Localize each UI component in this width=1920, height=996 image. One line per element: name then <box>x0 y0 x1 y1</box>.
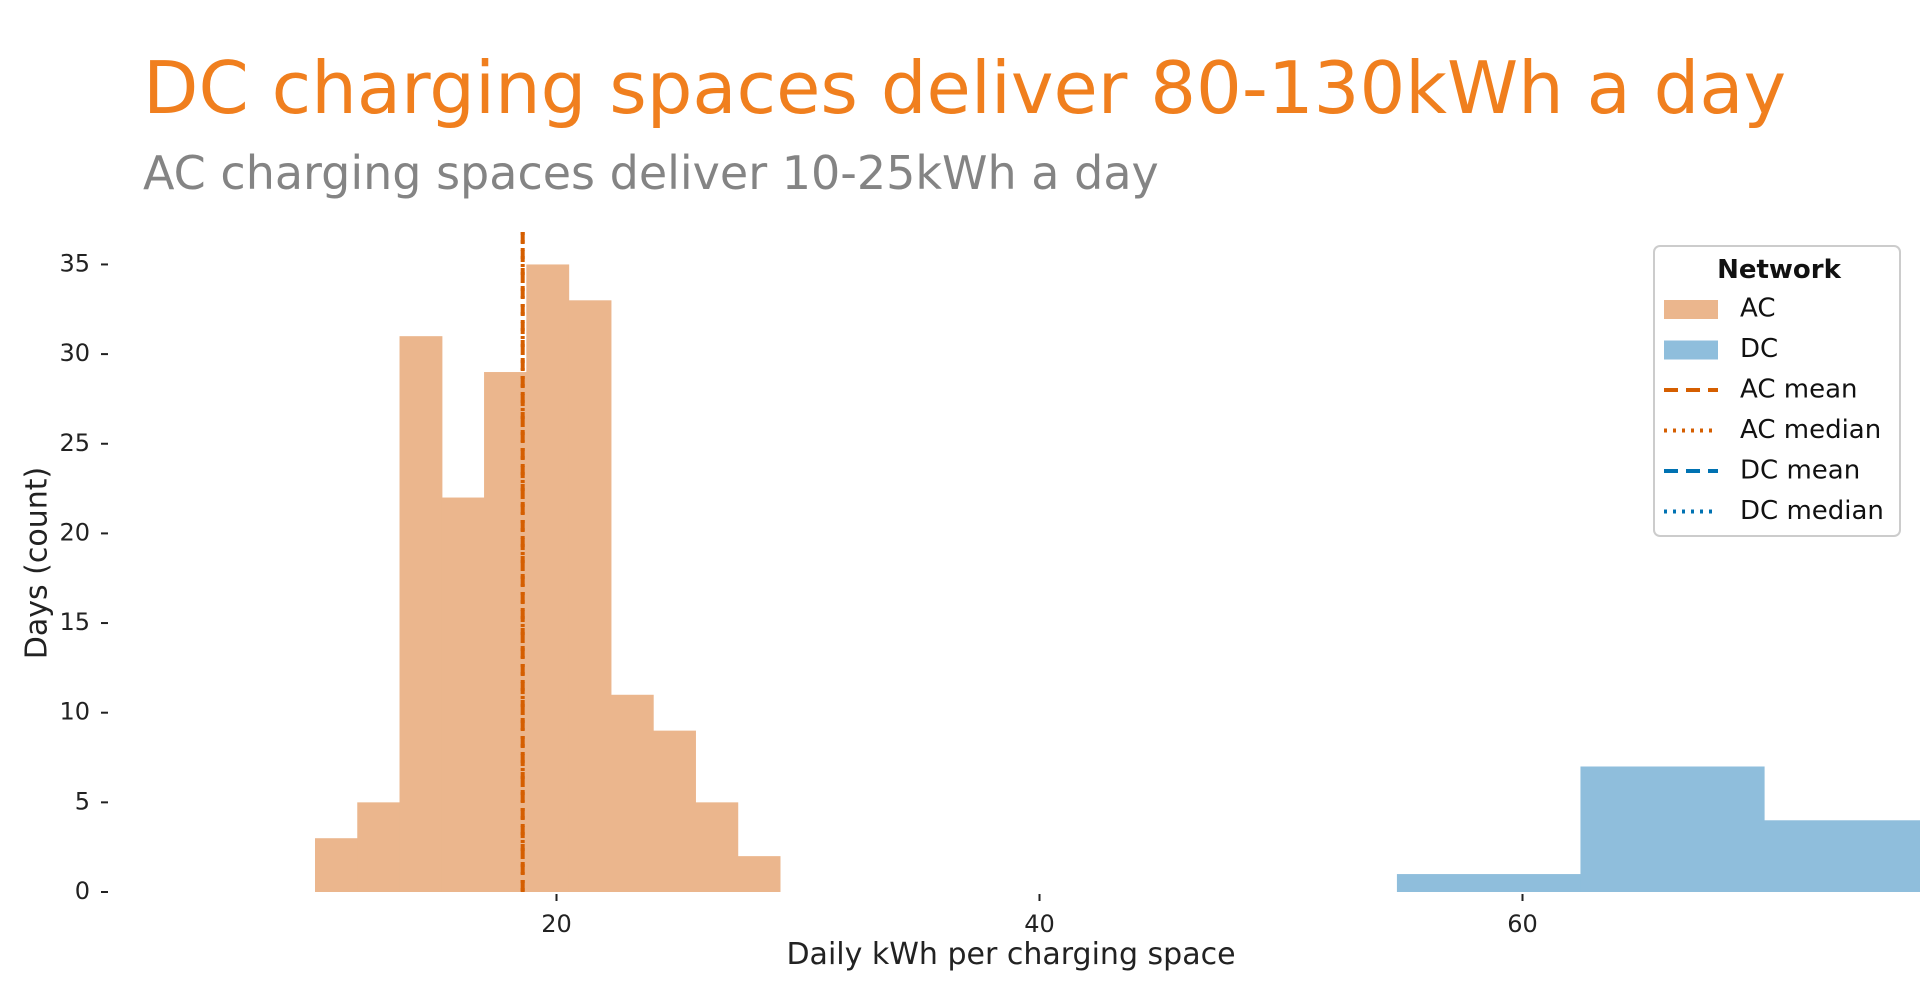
ac-bar <box>737 856 781 892</box>
y-tick-label: 25 <box>59 429 90 457</box>
y-tick-label: 30 <box>59 339 90 367</box>
x-tick-label: 40 <box>1024 910 1055 938</box>
x-axis-label: Daily kWh per charging space <box>786 937 1235 972</box>
dc-bar <box>1580 766 1765 892</box>
y-tick-label: 35 <box>59 249 90 277</box>
y-axis: 0 5 10 15 20 25 30 35 <box>59 249 108 905</box>
reference-lines <box>520 232 525 892</box>
legend-title: Network <box>1717 255 1842 285</box>
legend-label-ac-median: AC median <box>1740 415 1881 445</box>
ac-bar <box>610 694 654 892</box>
y-tick-label: 20 <box>59 518 90 546</box>
x-tick-label: 20 <box>541 910 572 938</box>
y-tick-label: 15 <box>59 608 90 636</box>
ac-bar <box>357 802 401 892</box>
dc-bar <box>1764 820 1920 892</box>
legend-label-dc-mean: DC mean <box>1740 456 1860 486</box>
ac-bar <box>695 802 739 892</box>
legend-label-ac-mean: AC mean <box>1740 375 1857 405</box>
chart-title: DC charging spaces deliver 80-130kWh a d… <box>143 46 1787 130</box>
legend-label-dc-median: DC median <box>1740 496 1884 526</box>
ac-bars <box>315 264 781 892</box>
dc-bar <box>1396 874 1582 892</box>
y-tick-label: 0 <box>75 877 90 905</box>
chart-subtitle: AC charging spaces deliver 10-25kWh a da… <box>143 146 1159 200</box>
ac-bar <box>399 336 443 892</box>
legend: Network AC DC AC mean AC median DC mean DC med… <box>1653 245 1901 537</box>
y-axis-label: Days (count) <box>20 467 55 659</box>
legend-swatch-dc <box>1664 340 1718 360</box>
y-tick-label: 10 <box>59 698 90 726</box>
dc-bars <box>1396 766 1920 892</box>
x-axis: 20406080100120140 <box>541 894 1538 938</box>
legend-label-dc: DC <box>1740 334 1778 364</box>
ac-bar <box>568 300 612 892</box>
y-tick-label: 5 <box>75 787 90 815</box>
legend-label-ac: AC <box>1740 294 1775 324</box>
legend-swatch-ac <box>1664 300 1718 319</box>
x-tick-label: 60 <box>1507 910 1538 938</box>
ac-bar <box>315 838 358 892</box>
ac-bar <box>526 264 570 892</box>
ac-bar <box>441 497 485 892</box>
ac-bar <box>653 730 696 892</box>
ac-bar <box>484 372 527 892</box>
